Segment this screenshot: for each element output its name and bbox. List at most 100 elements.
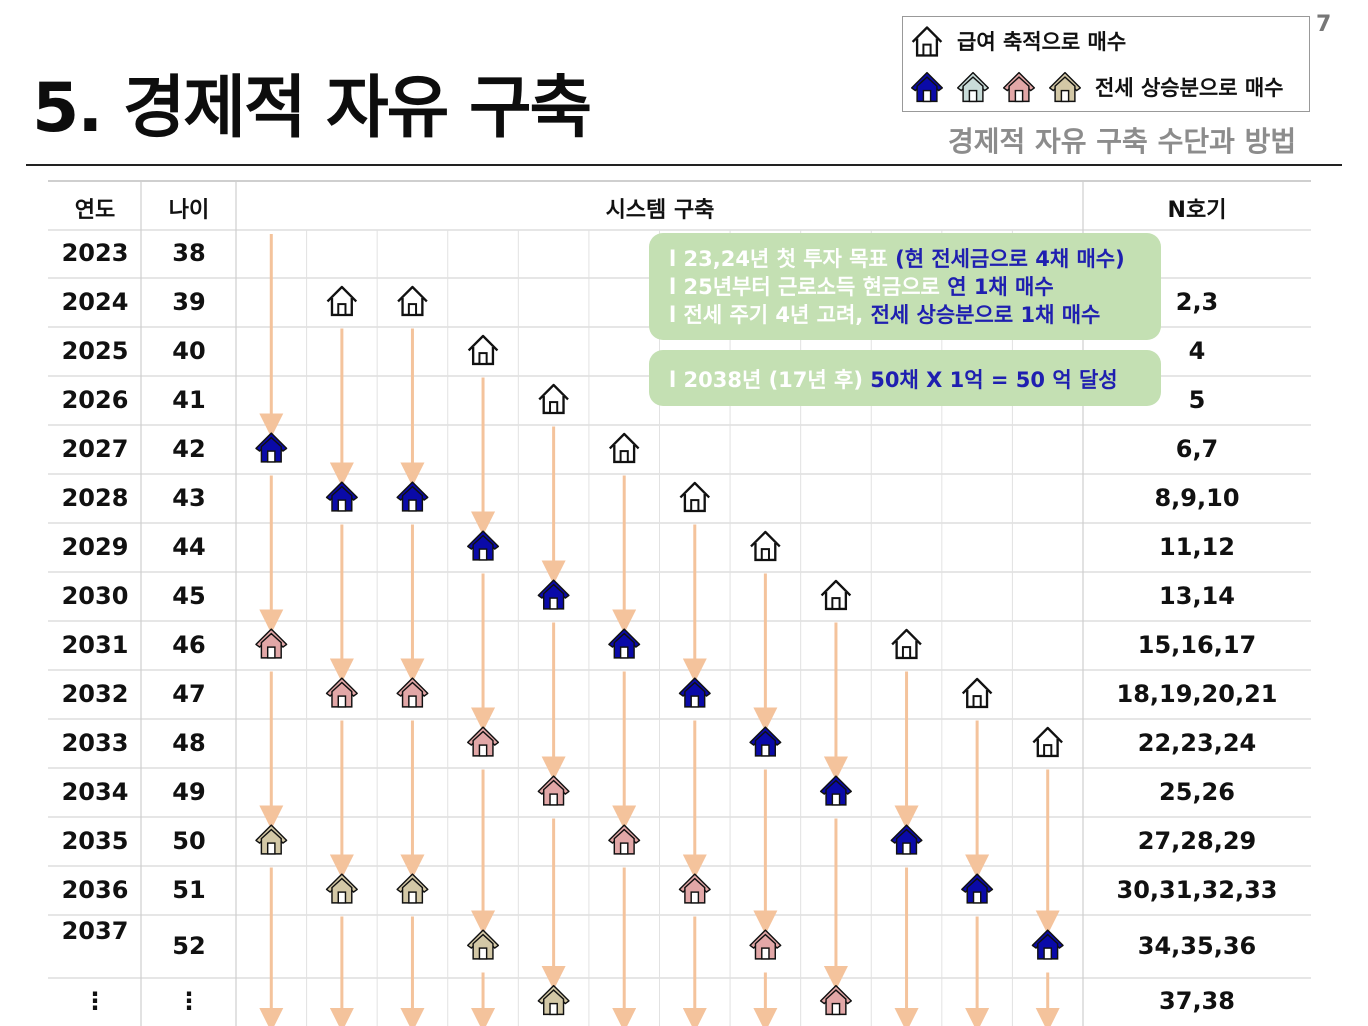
cell-count: 37,38	[1159, 987, 1235, 1015]
legend-jeonse-label: 전세 상승분으로 매수	[1095, 76, 1284, 100]
house-tan-icon	[467, 929, 500, 960]
house-blue-icon	[910, 71, 944, 103]
legend-salary: 급여 축적으로 매수	[909, 23, 1126, 59]
house-outline-icon	[538, 383, 569, 415]
house-outline-icon	[1032, 726, 1063, 758]
header-system: 시스템 구축	[605, 198, 715, 223]
cell-year: 2027	[61, 434, 129, 463]
cell-count: 11,12	[1159, 532, 1235, 561]
note-box-plan: l 23,24년 첫 투자 목표 (현 전세금으로 4채 매수) l 25년부터…	[649, 233, 1161, 340]
cell-age: 48	[172, 728, 206, 757]
cell-year: 2034	[61, 777, 129, 806]
cell-age: 45	[172, 581, 206, 610]
cell-year: 2035	[61, 826, 129, 855]
cell-year: 2026	[61, 385, 129, 414]
cell-year: 2028	[61, 483, 129, 512]
house-gray-icon	[956, 71, 990, 103]
house-pink-icon	[255, 628, 288, 659]
house-outline-icon	[679, 481, 711, 513]
cell-age: 41	[172, 385, 206, 414]
house-layer	[255, 285, 1064, 1016]
house-blue-icon	[890, 824, 923, 855]
house-pink-icon	[1002, 71, 1036, 103]
house-blue-icon	[961, 873, 994, 904]
cell-age: 49	[172, 777, 206, 806]
note-line-2: l 25년부터 근로소득 현금으로 연 1채 매수	[669, 275, 1054, 299]
legend-salary-label: 급여 축적으로 매수	[957, 30, 1127, 54]
house-tan-icon	[325, 873, 358, 904]
house-outline-icon	[891, 628, 922, 660]
note-line-1: l 23,24년 첫 투자 목표 (현 전세금으로 4채 매수)	[669, 247, 1125, 271]
header-age: 나이	[168, 198, 210, 223]
cell-count: 8,9,10	[1154, 483, 1240, 512]
house-blue-icon	[608, 628, 641, 659]
house-pink-icon	[537, 775, 570, 806]
cell-year: 2037	[61, 917, 129, 945]
cell-count: 22,23,24	[1137, 728, 1257, 757]
house-blue-icon	[537, 579, 570, 610]
title-divider	[26, 164, 1342, 166]
arrow-layer	[259, 234, 1060, 1026]
cell-age: 46	[172, 630, 206, 659]
page-subtitle: 경제적 자유 구축 수단과 방법	[948, 125, 1297, 158]
cell-year: 2024	[61, 287, 129, 316]
header-count: N호기	[1167, 198, 1227, 223]
house-outline-icon	[467, 334, 499, 366]
house-pink-icon	[819, 984, 852, 1016]
cell-count: 2,3	[1175, 287, 1219, 316]
cell-age: ⋮	[177, 987, 201, 1015]
house-outline-icon	[326, 285, 358, 317]
house-pink-icon	[396, 677, 429, 708]
note-goal-line: l 2038년 (17년 후) 50채 X 1억 = 50 억 달성	[669, 368, 1118, 392]
house-outline-icon	[820, 579, 852, 611]
cell-age: 38	[172, 239, 206, 267]
cell-age: 50	[172, 826, 206, 855]
legend-box: 급여 축적으로 매수 전세 상승분으로 매수	[902, 16, 1310, 112]
cell-age: 40	[172, 336, 206, 365]
cell-year: 2033	[61, 728, 129, 757]
page-number: 7	[1316, 12, 1332, 37]
cell-year: 2025	[61, 336, 129, 365]
cell-count: 6,7	[1175, 434, 1219, 463]
legend-jeonse: 전세 상승분으로 매수	[909, 69, 1284, 105]
header-year: 연도	[74, 198, 116, 223]
cell-count: 5	[1188, 385, 1206, 414]
house-pink-icon	[608, 824, 641, 855]
cell-age: 51	[172, 875, 206, 904]
note-box-goal: l 2038년 (17년 후) 50채 X 1억 = 50 억 달성	[649, 350, 1161, 406]
cell-year: 2031	[61, 630, 129, 659]
house-tan-icon	[1048, 71, 1082, 103]
house-tan-icon	[255, 824, 288, 855]
cell-count: 18,19,20,21	[1116, 679, 1278, 708]
house-pink-icon	[678, 873, 711, 904]
cell-year: 2032	[61, 679, 129, 708]
cell-age: 42	[172, 434, 206, 463]
house-blue-icon	[396, 481, 429, 512]
house-pink-icon	[325, 677, 358, 708]
house-tan-icon	[396, 873, 429, 904]
house-outline-icon	[608, 432, 640, 464]
house-pink-icon	[749, 929, 782, 960]
house-outline-icon	[397, 285, 428, 317]
cell-year: 2023	[61, 239, 129, 267]
cell-count: 4	[1188, 336, 1206, 365]
house-tan-icon	[537, 984, 570, 1016]
cell-count: 34,35,36	[1137, 931, 1257, 960]
cell-count: 25,26	[1159, 777, 1235, 806]
cell-age: 39	[172, 287, 206, 316]
cell-age: 47	[172, 679, 206, 708]
house-outline-icon	[961, 677, 993, 709]
cell-year: 2030	[61, 581, 129, 610]
house-blue-icon	[1031, 929, 1064, 960]
page-title: 5. 경제적 자유 구축	[32, 69, 592, 148]
house-blue-icon	[467, 530, 500, 561]
house-blue-icon	[819, 775, 852, 806]
house-pink-icon	[467, 726, 500, 757]
cell-year: 2029	[61, 532, 129, 561]
cell-count: 27,28,29	[1137, 826, 1257, 855]
note-line-3: l 전세 주기 4년 고려, 전세 상승분으로 1채 매수	[669, 303, 1101, 327]
house-blue-icon	[678, 677, 711, 708]
cell-age: 44	[172, 532, 206, 561]
house-blue-icon	[255, 432, 288, 463]
